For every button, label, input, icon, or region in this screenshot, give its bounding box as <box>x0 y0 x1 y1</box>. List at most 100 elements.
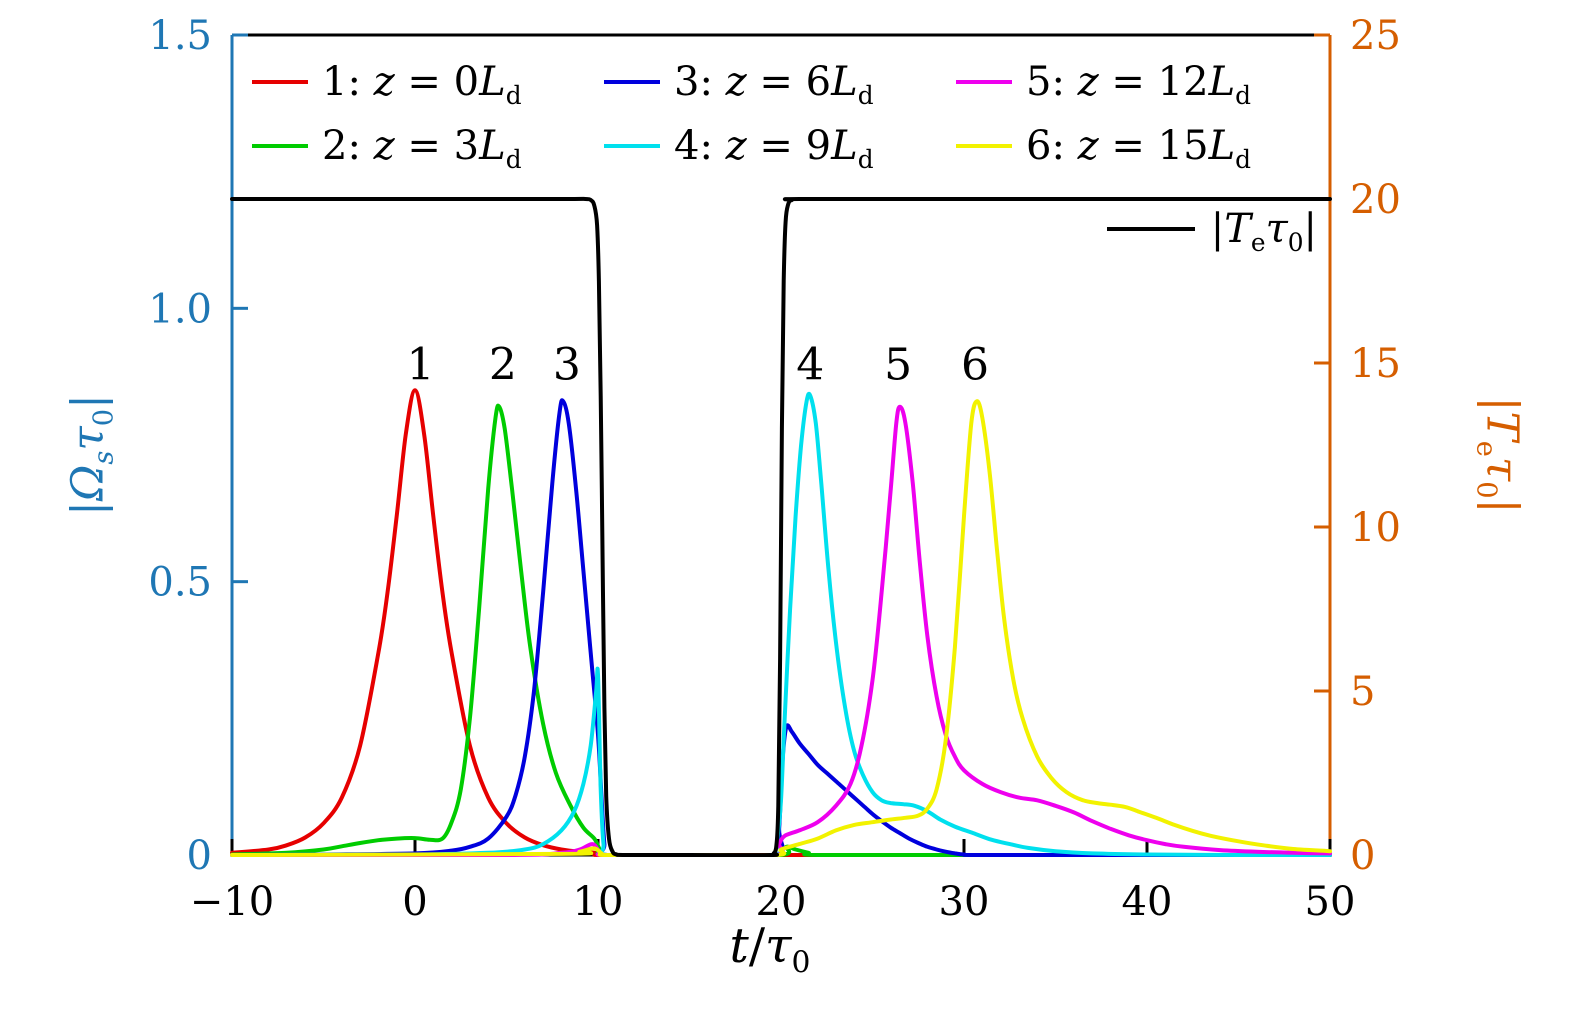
legend-swatch <box>604 80 660 84</box>
y-right-tick-label: 15 <box>1350 341 1401 387</box>
text-segment: = 9 <box>746 123 832 169</box>
text-segment: e <box>1470 440 1502 457</box>
text-segment: T <box>1476 411 1528 441</box>
text-segment: s <box>88 450 120 465</box>
series-2-curve <box>230 403 1332 857</box>
text-segment: 0 <box>1470 481 1502 499</box>
text-segment: d <box>505 145 522 174</box>
legend-entry-3: 3: z = 6Ld <box>604 59 956 108</box>
text-segment: t <box>729 918 749 974</box>
y-axis-label-left: |Ωsτ0| <box>62 394 120 516</box>
text-segment: L <box>831 59 858 105</box>
text-segment: d <box>1235 81 1251 110</box>
peak-label-2: 2 <box>489 339 517 390</box>
peak-label-3: 3 <box>553 339 581 390</box>
text-segment: L <box>1208 123 1236 169</box>
legend-te-swatch <box>1106 227 1195 231</box>
legend-entry-4: 4: z = 9Ld <box>604 123 956 172</box>
text-segment: z <box>373 59 395 105</box>
legend-label: 6: z = 15Ld <box>1026 123 1251 172</box>
y-right-tick-label: 10 <box>1350 505 1401 551</box>
text-segment: = 6 <box>746 59 832 105</box>
text-segment: L <box>831 123 858 169</box>
x-tick-label: 20 <box>756 879 807 925</box>
text-segment: Ω <box>62 464 114 502</box>
legend-label: 2: z = 3Ld <box>322 123 522 172</box>
text-segment: τ <box>1476 456 1528 482</box>
text-segment: d <box>857 145 874 174</box>
legend-swatch <box>252 144 308 148</box>
y-left-tick-label: 0 <box>187 833 212 879</box>
text-segment: 1: <box>322 59 374 105</box>
text-segment: = 15 <box>1098 123 1209 169</box>
legend-label: 3: z = 6Ld <box>674 59 874 108</box>
text-segment: d <box>857 81 874 110</box>
text-segment: | <box>62 394 114 409</box>
text-segment: τ <box>764 918 792 974</box>
y-left-tick-label: 1.5 <box>148 13 212 59</box>
text-segment: d <box>1235 145 1251 174</box>
x-tick-label: −10 <box>190 879 274 925</box>
text-segment: τ <box>62 426 114 451</box>
text-segment: 0 <box>1287 228 1304 257</box>
peak-label-5: 5 <box>884 339 912 390</box>
legend-label: 4: z = 9Ld <box>674 123 874 172</box>
legend-swatch <box>252 80 308 84</box>
text-segment: 0 <box>791 945 811 981</box>
legend: 1: z = 0Ld 2: z = 3Ld 3: z = 6Ld 4: z = 9Ld… <box>252 50 1308 178</box>
text-segment: T <box>1224 206 1251 252</box>
text-segment: τ <box>1265 206 1288 252</box>
text-segment: z <box>725 59 747 105</box>
text-segment: | <box>1303 206 1317 252</box>
legend-label: 5: z = 12Ld <box>1026 59 1251 108</box>
text-segment: 4: <box>674 123 726 169</box>
y-right-tick-label: 20 <box>1350 177 1401 223</box>
text-segment: d <box>505 81 522 110</box>
text-segment: z <box>1077 59 1099 105</box>
y-left-tick-label: 1.0 <box>148 286 212 332</box>
legend-swatch <box>604 144 660 148</box>
text-segment: = 12 <box>1098 59 1209 105</box>
text-segment: = 0 <box>394 59 480 105</box>
text-segment: 3: <box>674 59 726 105</box>
text-segment: 2: <box>322 123 374 169</box>
peak-label-1: 1 <box>406 339 434 390</box>
text-segment: 5: <box>1026 59 1078 105</box>
series-7-curve <box>230 196 1332 857</box>
x-tick-label: 10 <box>573 879 624 925</box>
text-segment: L <box>479 123 506 169</box>
x-tick-label: 30 <box>939 879 990 925</box>
legend-te-entry: |Teτ0| <box>1106 206 1317 255</box>
peak-label-6: 6 <box>961 339 989 390</box>
x-tick-label: 50 <box>1305 879 1356 925</box>
text-segment: = 3 <box>394 123 480 169</box>
y-left-tick-label: 0.5 <box>148 560 212 606</box>
text-segment: / <box>748 918 765 974</box>
legend-entry-5: 5: z = 12Ld <box>956 59 1308 108</box>
text-segment: 6: <box>1026 123 1078 169</box>
x-tick-label: 40 <box>1122 879 1173 925</box>
text-segment: | <box>62 501 114 516</box>
legend-entry-6: 6: z = 15Ld <box>956 123 1308 172</box>
peak-label-4: 4 <box>796 339 824 390</box>
text-segment: z <box>373 123 395 169</box>
legend-entry-1: 1: z = 0Ld <box>252 59 604 108</box>
legend-te-label: |Teτ0| <box>1211 206 1317 255</box>
legend-swatch <box>956 80 1012 84</box>
series-4-curve <box>230 391 1332 857</box>
text-segment: L <box>1208 59 1236 105</box>
legend-label: 1: z = 0Ld <box>322 59 522 108</box>
legend-swatch <box>956 144 1012 148</box>
y-right-tick-label: 5 <box>1350 669 1375 715</box>
y-right-tick-label: 0 <box>1350 833 1375 879</box>
text-segment: e <box>1250 228 1266 257</box>
text-segment: L <box>479 59 506 105</box>
text-segment: | <box>1476 498 1528 514</box>
text-segment: z <box>1077 123 1099 169</box>
y-right-tick-label: 25 <box>1350 13 1401 59</box>
text-segment: z <box>725 123 747 169</box>
